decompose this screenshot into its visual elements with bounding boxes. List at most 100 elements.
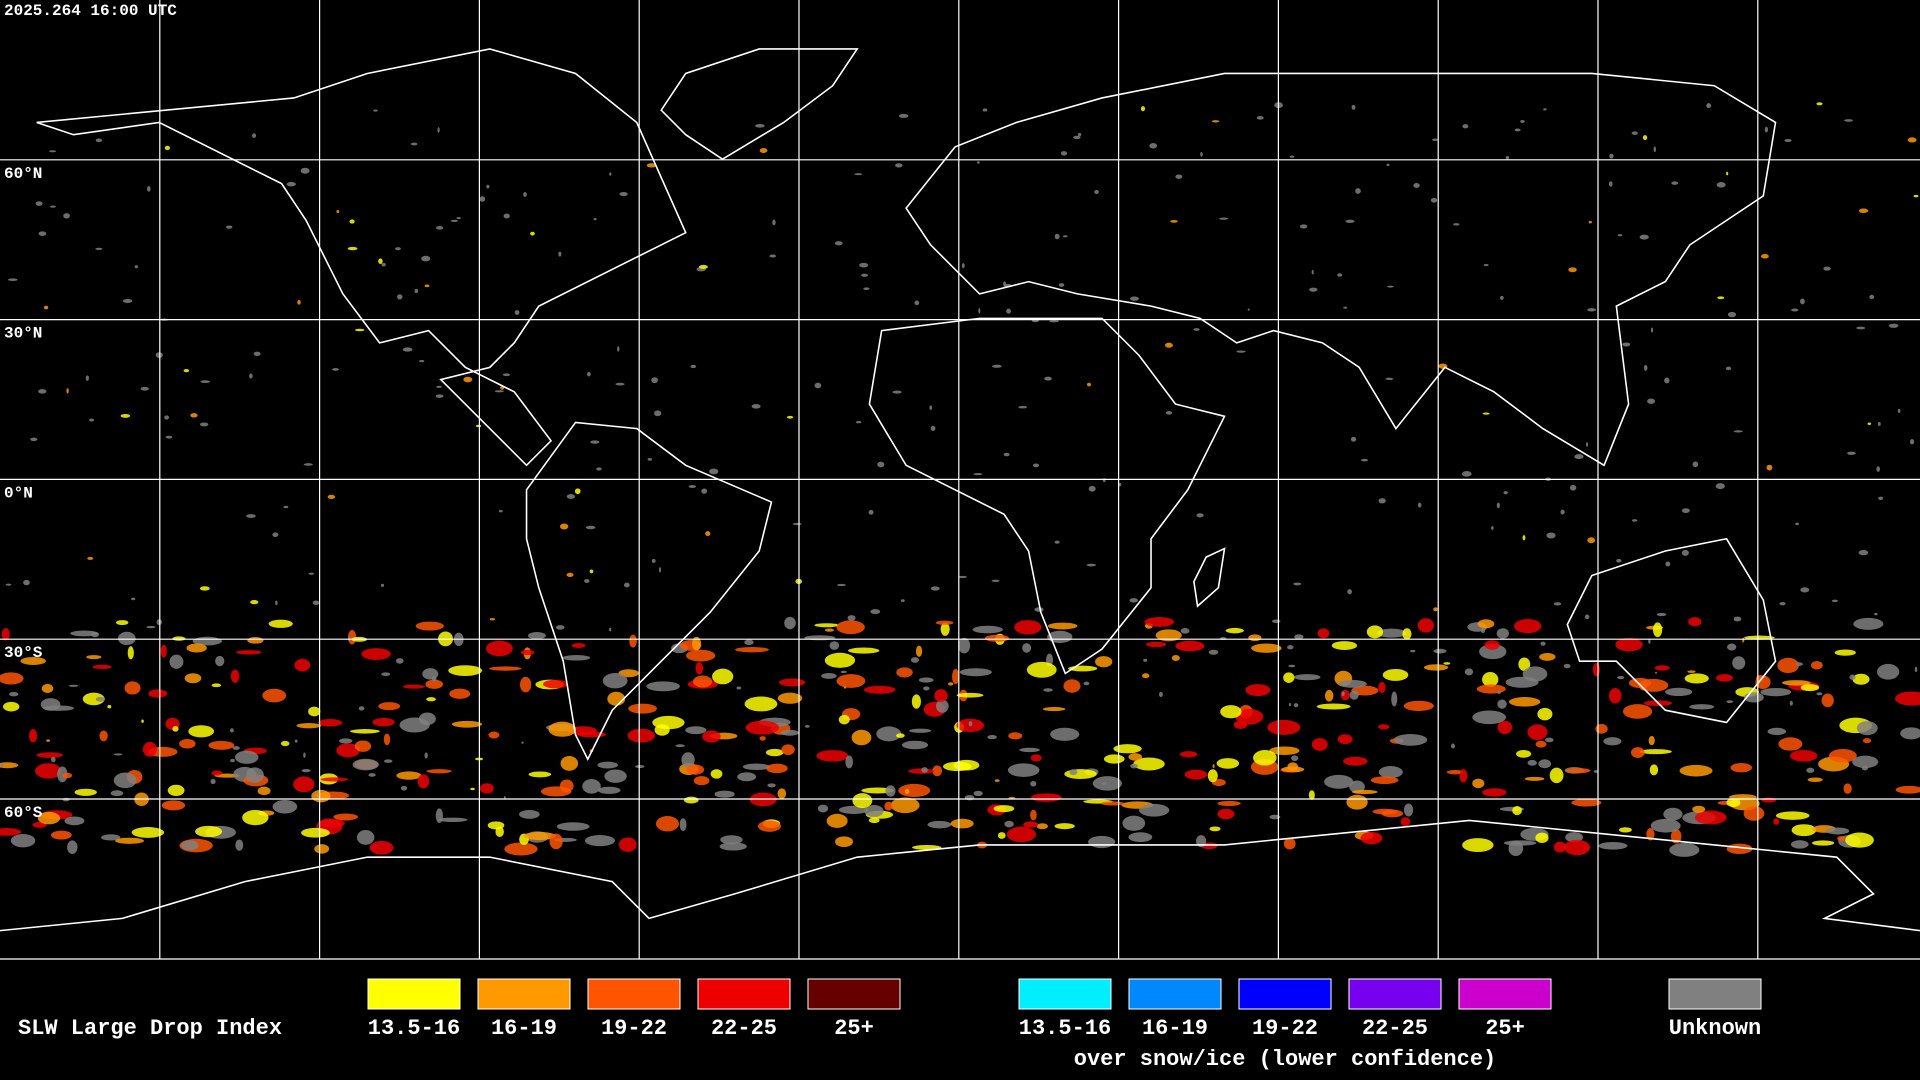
cloud-pixel	[675, 744, 685, 748]
cloud-pixel	[1417, 618, 1435, 633]
cloud-pixel	[1350, 436, 1357, 442]
cloud-pixel	[1790, 840, 1809, 849]
cloud-pixel	[852, 793, 873, 809]
cloud-pixel	[1743, 806, 1765, 821]
cloud-pixel	[426, 697, 436, 702]
cloud-pixel	[368, 773, 376, 777]
cloud-pixel	[1345, 219, 1355, 223]
cloud-pixel	[1008, 732, 1023, 740]
cloud-pixel	[824, 652, 856, 668]
cloud-pixel	[1549, 767, 1564, 784]
cloud-pixel	[1760, 253, 1769, 259]
cloud-pixel	[1006, 826, 1037, 843]
cloud-pixel	[200, 380, 211, 383]
cloud-pixel	[67, 840, 78, 854]
cloud-pixel	[1779, 601, 1786, 606]
cloud-pixel	[607, 691, 626, 706]
cloud-pixel	[487, 821, 505, 830]
cloud-pixel	[1858, 549, 1869, 556]
cloud-pixel	[1795, 522, 1799, 526]
cloud-pixel	[1669, 842, 1700, 857]
cloud-pixel	[1653, 146, 1656, 153]
cloud-pixel	[1670, 829, 1682, 844]
cloud-pixel	[1849, 674, 1856, 680]
cloud-pixel	[690, 364, 697, 369]
cloud-pixel	[1692, 805, 1706, 813]
cloud-pixel	[556, 822, 590, 831]
cloud-pixel	[332, 368, 339, 371]
cloud-pixel	[1535, 832, 1549, 844]
cloud-pixel	[1311, 738, 1328, 751]
cloud-pixel	[1133, 757, 1165, 771]
cloud-pixel	[1766, 464, 1773, 471]
legend-swatch	[477, 978, 571, 1010]
cloud-pixel	[566, 572, 574, 578]
cloud-pixel	[1496, 502, 1500, 509]
cloud-pixel	[1877, 421, 1881, 427]
cloud-pixel	[1007, 763, 1040, 777]
cloud-pixel	[1351, 789, 1378, 795]
cloud-pixel	[1144, 617, 1175, 627]
cloud-pixel	[421, 255, 431, 262]
cloud-pixel	[692, 636, 702, 651]
cloud-pixel	[956, 692, 984, 698]
cloud-pixel	[1386, 163, 1390, 167]
cloud-pixel	[519, 676, 532, 693]
cloud-pixel	[172, 725, 179, 732]
cloud-pixel	[38, 389, 47, 394]
cloud-pixel	[1755, 675, 1771, 690]
cloud-pixel	[1026, 661, 1057, 678]
cloud-pixel	[1764, 126, 1769, 133]
cloud-pixel	[164, 145, 171, 151]
cloud-pixel	[199, 422, 209, 427]
cloud-pixel	[744, 696, 778, 712]
cloud-pixel	[757, 820, 781, 832]
cloud-pixel	[1378, 681, 1386, 694]
cloud-pixel	[901, 740, 929, 750]
cloud-pixel	[66, 388, 69, 394]
cloud-pixel	[1391, 691, 1398, 707]
cloud-pixel	[424, 752, 428, 759]
legend-swatch	[1348, 978, 1442, 1010]
cloud-pixel	[1413, 183, 1420, 188]
cloud-pixel	[1331, 641, 1358, 650]
cloud-pixel	[824, 628, 834, 632]
cloud-pixel	[1092, 776, 1122, 791]
cloud-pixel	[1687, 670, 1696, 673]
cloud-pixel	[397, 294, 403, 300]
cloud-pixel	[1592, 662, 1601, 677]
cloud-pixel	[113, 753, 123, 756]
cloud-pixel	[1482, 788, 1507, 797]
cloud-pixel	[1083, 681, 1090, 686]
cloud-pixel	[1402, 628, 1412, 640]
cloud-pixel	[1800, 684, 1820, 692]
cloud-pixel	[1518, 657, 1531, 671]
cloud-pixel	[994, 779, 1000, 782]
cloud-pixel	[236, 650, 262, 655]
cloud-pixel	[618, 837, 637, 852]
cloud-pixel	[1338, 679, 1367, 688]
cloud-pixel	[523, 192, 527, 197]
cloud-pixel	[1054, 823, 1075, 830]
cloud-pixel	[1018, 405, 1028, 409]
legend-label: 13.5-16	[368, 1016, 460, 1041]
cloud-pixel	[1823, 266, 1831, 271]
cloud-pixel	[1726, 700, 1734, 704]
cloud-pixel	[1381, 809, 1404, 818]
cloud-pixel	[164, 415, 170, 420]
cloud-pixel	[1834, 649, 1856, 656]
legend-swatch	[1458, 978, 1552, 1010]
cloud-pixel	[208, 740, 235, 750]
cloud-pixel	[1341, 691, 1345, 696]
cloud-pixel	[1631, 131, 1638, 135]
cloud-pixel	[1861, 765, 1869, 771]
cloud-pixel	[1688, 617, 1702, 627]
cloud-pixel	[1496, 628, 1509, 639]
cloud-pixel	[283, 505, 289, 509]
cloud-pixel	[463, 376, 473, 383]
cloud-pixel	[646, 681, 680, 692]
cloud-pixel	[698, 264, 708, 269]
cloud-pixel	[952, 669, 960, 685]
legend-label: 25+	[1485, 1016, 1525, 1041]
cloud-pixel	[456, 217, 461, 220]
